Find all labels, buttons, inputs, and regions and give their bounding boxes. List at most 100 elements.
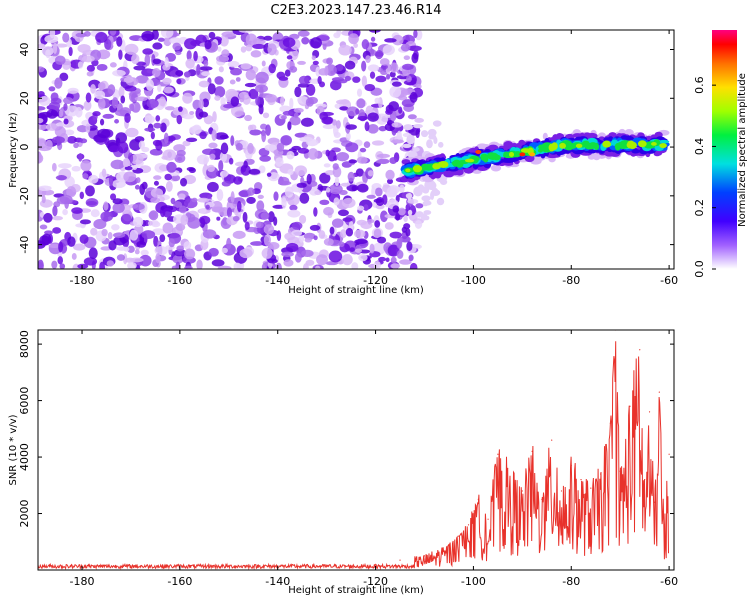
spectrogram-noise-cell bbox=[114, 119, 120, 124]
spectrogram-noise-cell bbox=[81, 55, 95, 63]
spectrogram-noise-cell bbox=[280, 135, 292, 146]
spectrogram-noise-cell bbox=[326, 187, 331, 193]
spectrogram-noise-cell bbox=[207, 181, 219, 193]
spectrogram-noise-cell bbox=[97, 82, 106, 90]
spectrogram-noise-cell bbox=[364, 121, 370, 132]
spectrogram-noise-cell bbox=[173, 144, 186, 152]
spectrogram-noise-cell bbox=[323, 238, 334, 246]
snr-point bbox=[228, 565, 230, 567]
snr-point bbox=[487, 518, 489, 520]
spectrogram-noise-cell bbox=[90, 83, 96, 94]
spectrogram-signal-cell bbox=[653, 151, 661, 157]
spectrogram-noise-cell bbox=[182, 140, 191, 147]
spectrogram-noise-cell bbox=[267, 43, 277, 56]
spectrogram-noise-cell bbox=[267, 258, 278, 264]
spectrogram-noise-cell bbox=[134, 249, 140, 255]
spectrogram-noise-cell bbox=[314, 265, 321, 269]
spectrogram-noise-cell bbox=[226, 207, 232, 218]
snr-x-axis: -180 -160 -140 -120 -100 -80 -60 bbox=[70, 330, 678, 588]
spectrogram-noise-cell bbox=[144, 54, 151, 67]
spectrogram-noise-cell bbox=[38, 43, 46, 49]
chart-title: C2E3.2023.147.23.46.R14 bbox=[270, 3, 441, 18]
spectrogram-noise-cell bbox=[396, 238, 403, 249]
spectrogram-noise-cell bbox=[39, 224, 48, 230]
spectrogram-noise-cell bbox=[433, 188, 439, 195]
spectrogram-signal-cell bbox=[546, 154, 558, 159]
spectrogram-noise-cell bbox=[233, 176, 243, 185]
spectrogram-noise-cell bbox=[364, 83, 376, 92]
spectrogram-noise-cell bbox=[111, 97, 119, 109]
spectrogram-noise-cell bbox=[101, 228, 108, 237]
spectrogram-noise-cell bbox=[141, 181, 148, 190]
spectrogram-x-label: Height of straight line (km) bbox=[288, 285, 424, 296]
spectrogram-x-tick-label: -120 bbox=[363, 274, 388, 287]
spectrogram-noise-cell bbox=[52, 162, 57, 172]
spectrogram-noise-cell bbox=[377, 236, 387, 244]
spectrogram-noise-cell bbox=[421, 130, 429, 138]
spectrogram-marks bbox=[38, 30, 670, 269]
snr-point bbox=[668, 453, 670, 455]
spectrogram-noise-cell bbox=[386, 186, 398, 197]
spectrogram-noise-cell bbox=[297, 96, 309, 104]
spectrogram-noise-cell bbox=[297, 147, 310, 154]
spectrogram-signal-cell bbox=[598, 136, 605, 141]
spectrogram-noise-cell bbox=[314, 190, 322, 196]
spectrogram-noise-cell bbox=[106, 260, 114, 267]
snr-x-tick-label: -160 bbox=[167, 575, 192, 588]
spectrogram-noise-cell bbox=[135, 75, 149, 84]
spectrogram-x-tick-label: -160 bbox=[167, 274, 192, 287]
spectrogram-noise-cell bbox=[309, 224, 321, 231]
spectrogram-noise-cell bbox=[67, 87, 79, 94]
spectrogram-noise-cell bbox=[108, 174, 114, 187]
spectrogram-noise-cell bbox=[297, 83, 310, 88]
snr-data-points bbox=[38, 330, 670, 568]
spectrogram-noise-cell bbox=[311, 55, 316, 61]
spectrogram-noise-cell bbox=[130, 153, 144, 165]
spectrogram-noise-cell bbox=[310, 37, 322, 49]
snr-point bbox=[629, 405, 631, 407]
spectrogram-noise-cell bbox=[208, 247, 219, 257]
spectrogram-noise-cell bbox=[354, 248, 362, 253]
spectrogram-noise-cell bbox=[374, 97, 381, 104]
spectrogram-noise-cell bbox=[428, 134, 437, 140]
spectrogram-signal-cell bbox=[501, 159, 513, 163]
snr-point bbox=[663, 524, 665, 526]
colorbar-tick-label: 0.0 bbox=[693, 260, 706, 278]
spectrogram-noise-cell bbox=[138, 140, 146, 150]
spectrogram-noise-cell bbox=[123, 171, 137, 183]
spectrogram-noise-cell bbox=[399, 259, 412, 265]
spectrogram-noise-cell bbox=[351, 262, 359, 269]
colorbar-tick-label: 0.2 bbox=[693, 199, 706, 217]
spectrogram-noise-cell bbox=[356, 88, 363, 97]
spectrogram-noise-cell bbox=[62, 32, 70, 43]
snr-point bbox=[423, 555, 426, 557]
spectrogram-noise-cell bbox=[263, 234, 271, 246]
spectrogram-noise-cell bbox=[90, 209, 100, 218]
spectrogram-noise-cell bbox=[68, 46, 73, 57]
spectrogram-noise-cell bbox=[427, 128, 437, 137]
spectrogram-noise-cell bbox=[423, 210, 432, 215]
spectrogram-noise-cell bbox=[230, 191, 235, 203]
spectrogram-noise-cell bbox=[79, 138, 88, 144]
spectrogram-noise-cell bbox=[199, 131, 207, 140]
spectrogram-noise-cell bbox=[146, 98, 159, 109]
spectrogram-noise-cell bbox=[67, 136, 77, 144]
spectrogram-noise-cell bbox=[332, 119, 337, 127]
spectrogram-noise-cell bbox=[131, 53, 140, 65]
spectrogram-x-tick-label: -100 bbox=[461, 274, 486, 287]
spectrogram-noise-cell bbox=[77, 263, 89, 269]
snr-panel: -180 -160 -140 -120 -100 -80 -60 2000 4000 6000 8… bbox=[8, 329, 678, 596]
spectrogram-noise-cell bbox=[244, 114, 253, 122]
spectrogram-signal-cell bbox=[432, 163, 441, 170]
spectrogram-x-tick-label: -140 bbox=[265, 274, 290, 287]
spectrogram-noise-cell bbox=[238, 190, 250, 198]
spectrogram-noise-cell bbox=[203, 59, 209, 67]
spectrogram-noise-cell bbox=[110, 159, 125, 170]
spectrogram-noise-cell bbox=[384, 222, 394, 230]
spectrogram-noise-cell bbox=[250, 241, 264, 246]
spectrogram-peak-cell bbox=[519, 152, 526, 157]
spectrogram-noise-cell bbox=[357, 205, 365, 211]
spectrogram-noise-cell bbox=[414, 117, 424, 123]
spectrogram-noise-cell bbox=[338, 241, 345, 248]
spectrogram-noise-cell bbox=[406, 134, 415, 145]
